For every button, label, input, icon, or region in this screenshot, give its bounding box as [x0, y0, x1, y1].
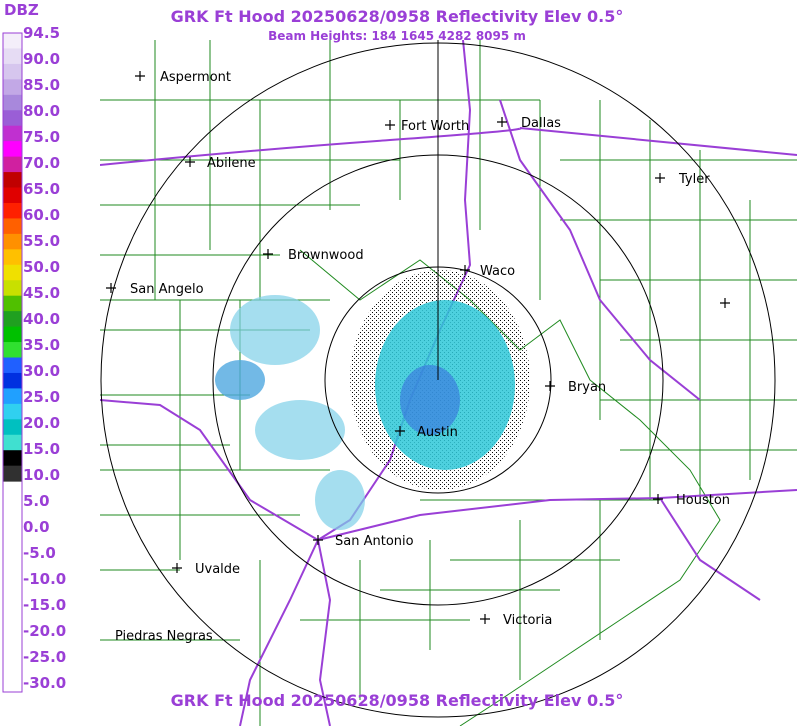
legend-swatch [3, 249, 22, 266]
city-marker [172, 563, 182, 573]
legend-swatch [3, 434, 22, 451]
city-label: Bryan [568, 380, 606, 395]
city-marker [385, 120, 395, 130]
legend-label: 5.0 [23, 492, 50, 510]
legend-swatch [3, 233, 22, 250]
legend-swatch [3, 357, 22, 374]
legend-label: 85.0 [23, 76, 60, 94]
radar-echo [215, 270, 530, 530]
legend-label: 65.0 [23, 180, 60, 198]
legend-label: 10.0 [23, 466, 60, 484]
city-label: San Angelo [130, 282, 204, 297]
legend-label: 0.0 [23, 518, 50, 536]
legend-swatch [3, 156, 22, 173]
city-label: Uvalde [195, 562, 240, 577]
legend-swatch [3, 202, 22, 219]
legend-label: 50.0 [23, 258, 60, 276]
city-label: Fort Worth [401, 119, 469, 134]
legend-label: -15.0 [23, 596, 66, 614]
city-label: Victoria [503, 613, 552, 628]
legend-swatch [3, 79, 22, 96]
city-marker [106, 283, 116, 293]
legend-swatch [3, 311, 22, 328]
legend-label: -30.0 [23, 674, 66, 692]
legend-label: 30.0 [23, 362, 60, 380]
city-marker [720, 298, 730, 308]
city-marker [655, 173, 665, 183]
title: GRK Ft Hood 20250628/0958 Reflectivity E… [171, 7, 624, 26]
city-label: Brownwood [288, 248, 364, 263]
city-label: Houston [676, 493, 730, 508]
legend-swatch [3, 280, 22, 297]
legend-label: 20.0 [23, 414, 60, 432]
legend-swatch [3, 172, 22, 189]
legend-label: -10.0 [23, 570, 66, 588]
legend-swatch [3, 403, 22, 420]
legend-swatch [3, 450, 22, 467]
legend-swatch [3, 465, 22, 482]
legend-swatch [3, 187, 22, 204]
city-label: Tyler [678, 172, 710, 187]
legend-label: 55.0 [23, 232, 60, 250]
legend-swatch [3, 33, 22, 49]
cities: Aspermont Fort Worth Dallas Abilene Tyler Bro… [106, 70, 730, 644]
legend-swatch [3, 48, 22, 65]
subtitle: Beam Heights: 184 1645 4282 8095 m [268, 29, 526, 43]
city-marker [497, 117, 507, 127]
legend-swatch [3, 419, 22, 436]
legend-label: 80.0 [23, 102, 60, 120]
range-rings [100, 40, 776, 718]
footer-title: GRK Ft Hood 20250628/0958 Reflectivity E… [171, 691, 624, 710]
city-label: Dallas [521, 116, 561, 131]
legend-label: 25.0 [23, 388, 60, 406]
city-label: Waco [480, 264, 515, 279]
legend-label: 45.0 [23, 284, 60, 302]
legend-unit: DBZ [4, 1, 39, 19]
map-layer: Aspermont Fort Worth Dallas Abilene Tyler Bro… [100, 40, 797, 726]
city-marker [653, 494, 663, 504]
city-label: Aspermont [160, 70, 231, 85]
legend-label: 60.0 [23, 206, 60, 224]
legend-swatch [3, 326, 22, 343]
legend-swatch [3, 295, 22, 312]
legend-label: -20.0 [23, 622, 66, 640]
legend-swatch [3, 125, 22, 142]
city-label: Abilene [207, 156, 256, 171]
city-marker [480, 614, 490, 624]
legend-swatch [3, 63, 22, 80]
legend-swatch [3, 110, 22, 127]
legend-label: -5.0 [23, 544, 56, 562]
legend-label: 75.0 [23, 128, 60, 146]
legend-label: 94.5 [23, 24, 60, 42]
city-marker [263, 249, 273, 259]
legend-swatch [3, 388, 22, 405]
city-label: San Antonio [335, 534, 414, 549]
legend-label: -25.0 [23, 648, 66, 666]
legend-frame [2, 32, 23, 693]
legend-label: 35.0 [23, 336, 60, 354]
city-label: Austin [417, 425, 458, 440]
legend-swatch [3, 372, 22, 389]
city-marker [395, 426, 405, 436]
legend-swatch [3, 264, 22, 281]
city-marker [460, 265, 470, 275]
legend-label: 15.0 [23, 440, 60, 458]
city-marker [185, 157, 195, 167]
legend-swatch [3, 141, 22, 158]
legend-swatch [3, 218, 22, 235]
legend-label: 70.0 [23, 154, 60, 172]
legend-swatch [3, 94, 22, 111]
city-marker [135, 71, 145, 81]
legend-label: 90.0 [23, 50, 60, 68]
legend-label: 40.0 [23, 310, 60, 328]
legend-swatch [3, 342, 22, 359]
legend: 94.5 90.0 85.0 80.0 75.0 70.0 65.0 60.0 55.0 50.0… [2, 24, 66, 693]
city-marker [545, 381, 555, 391]
city-label: Piedras Negras [115, 629, 213, 644]
city-marker [313, 535, 323, 545]
